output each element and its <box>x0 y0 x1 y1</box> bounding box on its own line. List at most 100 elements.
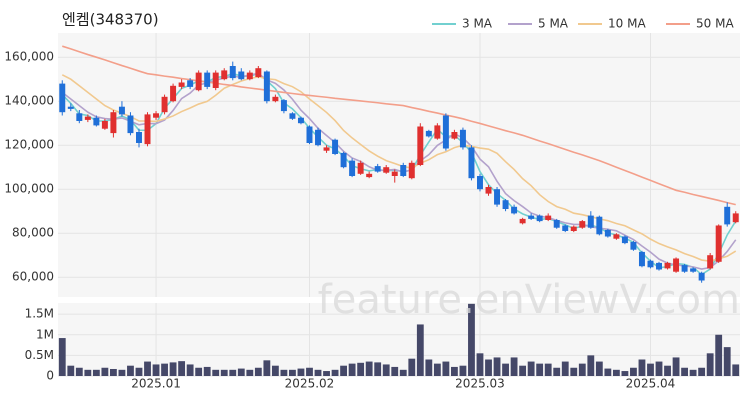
candle-body <box>715 225 722 262</box>
volume-bar <box>433 363 441 376</box>
volume-bar <box>246 369 254 376</box>
candle-body <box>451 132 458 139</box>
candle-body <box>681 265 688 272</box>
volume-bar <box>476 353 484 376</box>
volume-bar <box>280 369 288 376</box>
y-tick-label: 60,000 <box>12 270 54 284</box>
y-tick-label: 0 <box>46 369 54 383</box>
ma-line <box>61 74 737 262</box>
y-tick-label: 0.5M <box>25 348 54 362</box>
candle-body <box>528 215 535 219</box>
y-tick-label: 120,000 <box>4 138 54 152</box>
volume-bar <box>254 367 262 376</box>
volume-bar <box>468 303 475 376</box>
volume-bar <box>127 365 134 376</box>
candle-body <box>511 206 518 214</box>
candle-body <box>656 262 662 270</box>
candle-body <box>638 251 645 267</box>
candle-body <box>425 130 432 137</box>
candle-body <box>204 72 211 87</box>
candle-body <box>263 71 270 102</box>
candle-body <box>229 66 236 79</box>
volume-bar <box>527 361 535 376</box>
volume-bar <box>732 364 740 376</box>
volume-bar <box>271 365 279 376</box>
volume-bar <box>212 369 220 376</box>
candle-body <box>570 226 577 231</box>
volume-bar <box>144 361 151 376</box>
candle-body <box>400 165 407 176</box>
volume-bar <box>67 365 75 376</box>
volume-bar <box>664 365 671 376</box>
candle-body <box>374 166 381 172</box>
volume-bar <box>612 369 620 376</box>
candle-body <box>630 242 637 250</box>
volume-bar <box>689 369 697 376</box>
candle-body <box>153 113 160 118</box>
y-tick-label: 160,000 <box>4 50 54 64</box>
candle-body <box>76 113 83 121</box>
volume-bar <box>595 361 603 376</box>
candle-body <box>187 80 194 87</box>
volume-bar <box>169 362 177 376</box>
volume-bar <box>425 359 433 376</box>
candle-body <box>596 216 603 235</box>
volume-bar <box>408 358 416 376</box>
candle-body <box>383 167 390 173</box>
volume-bar <box>647 363 654 376</box>
legend-label: 10 MA <box>608 17 646 31</box>
volume-bar <box>331 369 339 376</box>
candle-body <box>408 162 415 179</box>
volume-bar <box>348 363 356 376</box>
candle-body <box>434 125 441 139</box>
volume-bar <box>655 361 663 376</box>
y-tick-label: 80,000 <box>12 226 54 240</box>
candle-body <box>664 262 671 269</box>
candle-body <box>502 200 509 209</box>
volume-bar <box>382 364 390 376</box>
legend-label: 3 MA <box>462 17 493 31</box>
candle-body <box>545 215 552 220</box>
volume-bar <box>135 367 143 376</box>
x-tick-label: 2025.01 <box>131 377 181 391</box>
candle-body <box>536 215 543 222</box>
volume-bar <box>237 368 245 376</box>
volume-bar <box>502 363 509 376</box>
y-tick-label: 100,000 <box>4 182 54 196</box>
candle-body <box>621 236 628 244</box>
volume-bar <box>297 368 305 376</box>
candle-body <box>519 218 526 224</box>
volume-bar <box>544 363 552 376</box>
marks: 60,000 80,000 100,000 120,000 140,000 160,000… <box>4 17 740 391</box>
candle-body <box>673 258 680 272</box>
volume-bar <box>84 369 92 376</box>
volume-bar <box>58 338 66 376</box>
candle-body <box>136 132 142 143</box>
volume-bar <box>203 366 211 376</box>
volume-bar <box>510 357 518 376</box>
candle-body <box>690 268 697 272</box>
candle-body <box>59 83 66 113</box>
candle-body <box>144 114 151 145</box>
candle-body <box>118 106 125 115</box>
volume-bar <box>220 369 228 376</box>
candle-body <box>272 96 279 102</box>
candle-body <box>221 70 228 80</box>
candle-body <box>442 115 449 149</box>
volume-bar <box>630 367 637 376</box>
candle-body <box>306 126 313 143</box>
volume-bar <box>263 360 271 376</box>
volume-bar <box>587 355 595 376</box>
candle-body <box>67 106 74 109</box>
candle-body <box>553 220 560 228</box>
volume-bar <box>451 366 458 376</box>
candle-body <box>246 72 253 80</box>
candle-body <box>93 117 100 126</box>
volume-bar <box>186 364 194 376</box>
candle-body <box>494 189 501 205</box>
volume-bar <box>399 369 407 376</box>
candle-body <box>289 113 296 119</box>
volume-bar <box>374 362 382 376</box>
x-tick-label: 2025.03 <box>455 377 505 391</box>
